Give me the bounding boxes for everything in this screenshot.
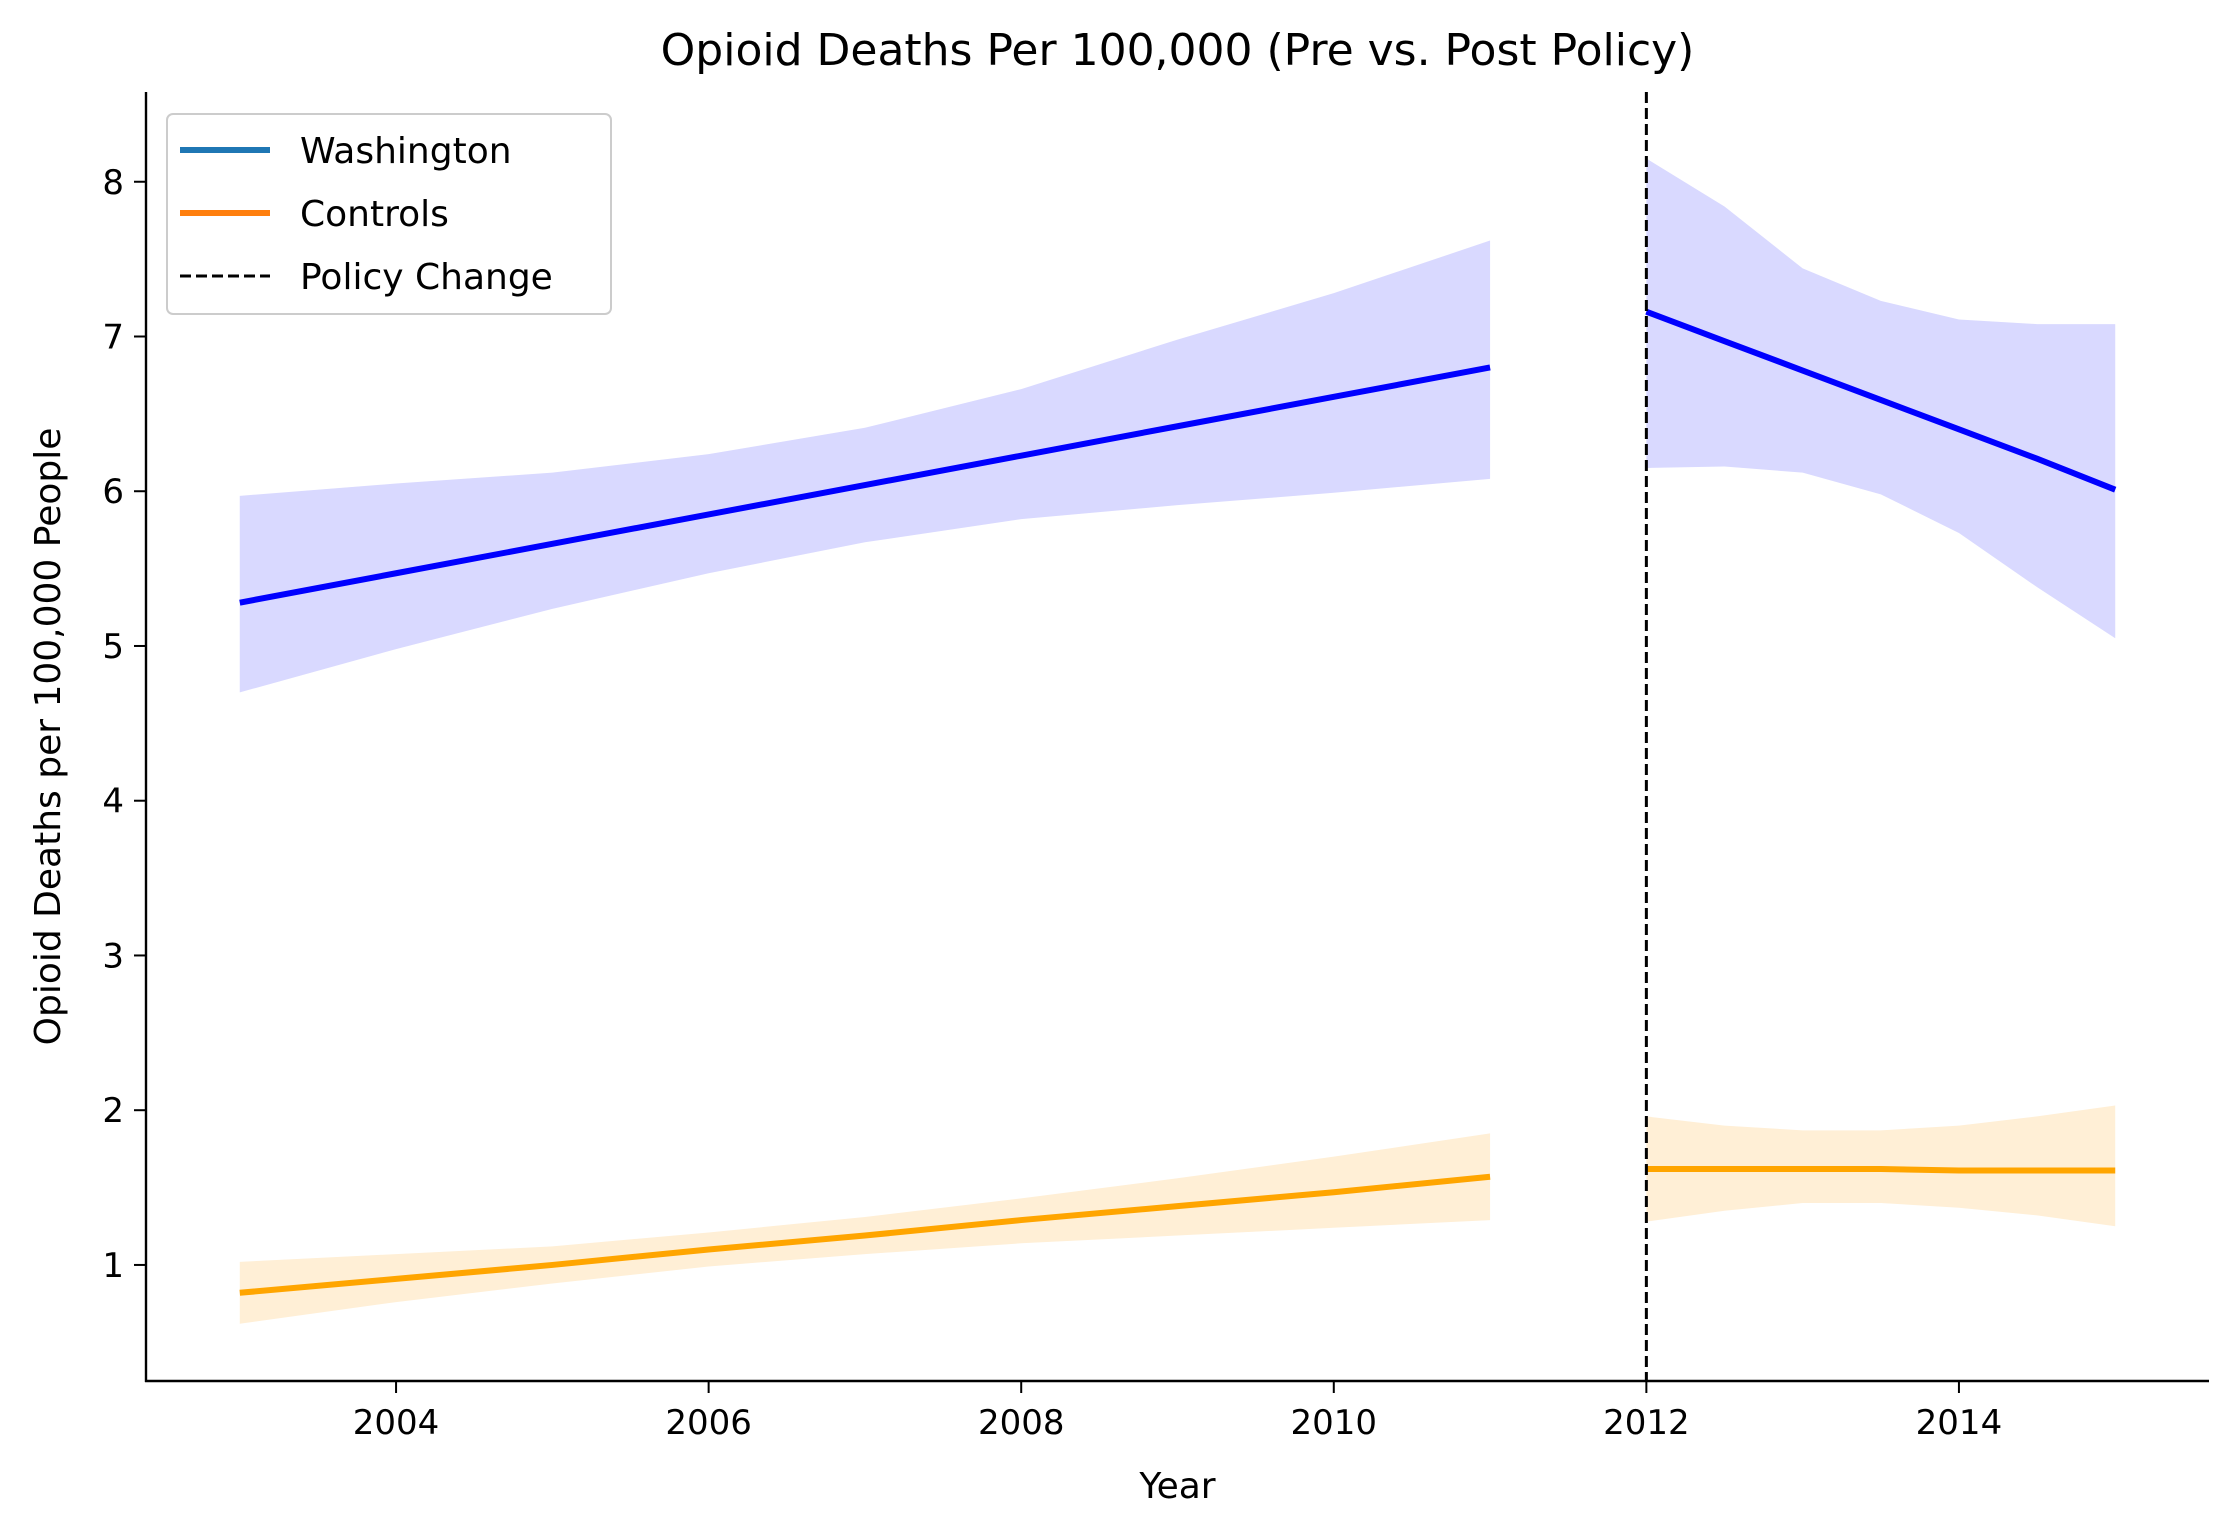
- series-line-0-1: [1645, 308, 2117, 493]
- series-line-1-1: [1646, 1166, 2116, 1174]
- x-tick-label: 2010: [1291, 1403, 1378, 1443]
- x-axis-label: Year: [1138, 1466, 1215, 1507]
- confidence-band-1-0: [239, 1133, 1491, 1324]
- axes: 2004 2006 2008 2010 2012 2014 1 2 3 4 5 6 7 8: [102, 92, 2209, 1443]
- series-line-0-0: [239, 364, 1491, 606]
- y-tick-label: 4: [102, 782, 124, 822]
- legend-label: Washington: [300, 131, 512, 172]
- legend: Washington Controls Policy Change: [166, 113, 612, 315]
- confidence-band-1-1: [1646, 1105, 2116, 1227]
- series-line-1-0: [239, 1173, 1491, 1296]
- x-tick-label: 2008: [978, 1403, 1065, 1443]
- y-tick-label: 2: [102, 1091, 124, 1131]
- chart-title: Opioid Deaths Per 100,000 (Pre vs. Post …: [661, 25, 1695, 76]
- legend-frame: [166, 113, 612, 315]
- y-tick-label: 1: [102, 1246, 124, 1286]
- confidence-band-0-0: [239, 240, 1491, 693]
- x-tick-label: 2012: [1603, 1403, 1690, 1443]
- y-tick-label: 8: [102, 163, 124, 203]
- legend-label: Policy Change: [300, 257, 553, 298]
- x-tick-label: 2014: [1916, 1403, 2003, 1443]
- y-tick-label: 7: [102, 317, 124, 357]
- plot-area: [239, 92, 2117, 1381]
- y-tick-label: 5: [102, 627, 124, 667]
- y-axis-label: Opioid Deaths per 100,000 People: [28, 428, 69, 1046]
- legend-label: Controls: [300, 194, 449, 235]
- y-tick-label: 3: [102, 936, 124, 976]
- y-tick-label: 6: [102, 472, 124, 512]
- x-tick-label: 2004: [353, 1403, 440, 1443]
- x-tick-label: 2006: [665, 1403, 752, 1443]
